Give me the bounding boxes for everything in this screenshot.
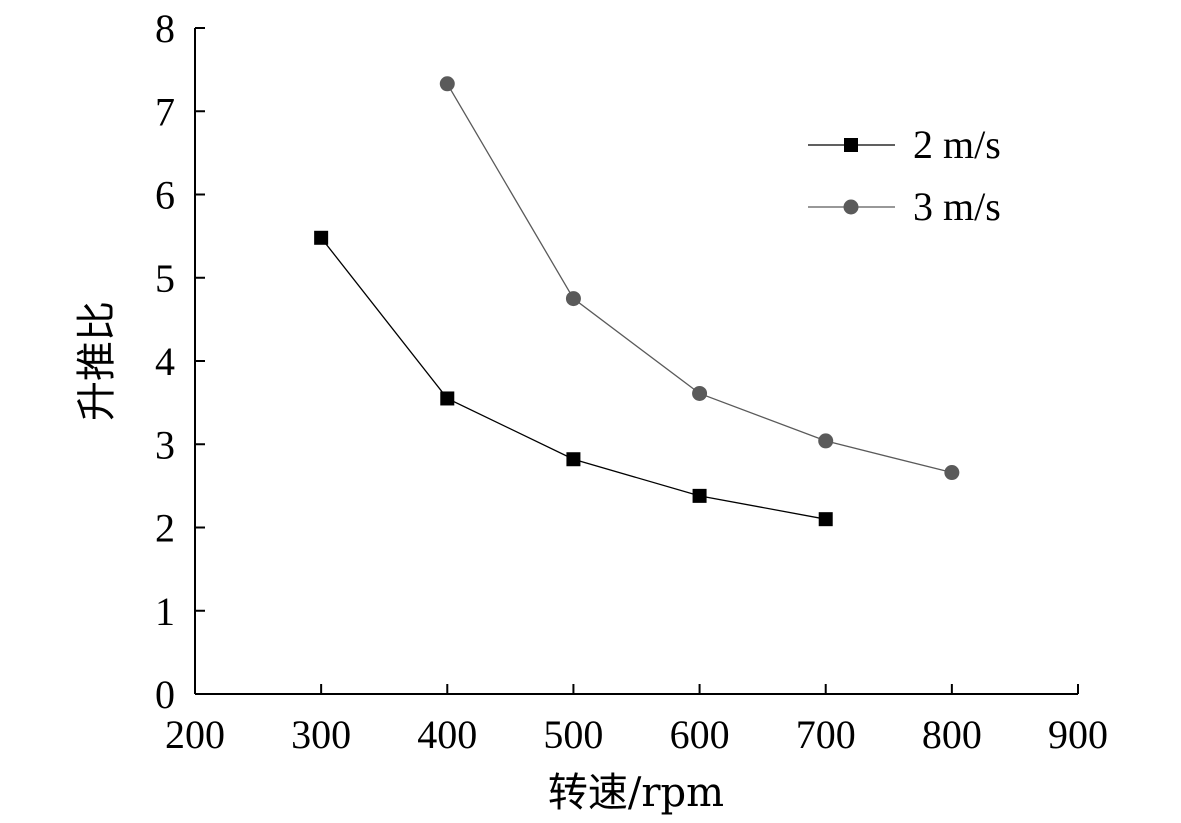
legend: 2 m/s 3 m/s xyxy=(808,122,1001,229)
y-tick-label: 2 xyxy=(155,506,175,551)
legend-marker xyxy=(844,138,858,152)
data-point xyxy=(566,452,581,467)
legend-item: 2 m/s xyxy=(808,122,1001,167)
legend-label: 3 m/s xyxy=(913,184,1001,229)
y-tick-label: 6 xyxy=(155,173,175,218)
y-tick-label: 8 xyxy=(155,6,175,51)
x-tick-label: 600 xyxy=(670,712,730,757)
data-point xyxy=(818,512,833,527)
data-point xyxy=(439,76,455,92)
data-point xyxy=(944,465,960,481)
y-tick-label: 4 xyxy=(155,339,175,384)
y-tick-label: 0 xyxy=(155,672,175,717)
data-point xyxy=(818,433,834,449)
x-tick-label: 500 xyxy=(543,712,603,757)
series-2 xyxy=(439,76,960,481)
legend-label: 2 m/s xyxy=(913,122,1001,167)
x-tick-label: 900 xyxy=(1048,712,1108,757)
x-axis-title: 转速/rpm xyxy=(548,770,724,816)
y-tick-label: 5 xyxy=(155,256,175,301)
data-point xyxy=(692,488,707,503)
x-axis-ticks: 200 300 400 500 600 700 800 900 xyxy=(165,684,1108,757)
y-axis-title: 升推比 xyxy=(74,301,120,421)
y-tick-label: 1 xyxy=(155,589,175,634)
x-tick-label: 800 xyxy=(922,712,982,757)
y-axis-ticks: 0 1 2 3 4 5 6 7 8 xyxy=(155,6,205,717)
data-point xyxy=(440,391,455,406)
x-tick-label: 200 xyxy=(165,712,225,757)
y-tick-label: 7 xyxy=(155,89,175,134)
x-tick-label: 400 xyxy=(417,712,477,757)
legend-item: 3 m/s xyxy=(808,184,1001,229)
x-tick-label: 300 xyxy=(291,712,351,757)
x-tick-label: 700 xyxy=(796,712,856,757)
series-layer xyxy=(314,76,960,527)
y-tick-label: 3 xyxy=(155,422,175,467)
legend-marker xyxy=(843,199,859,215)
data-point xyxy=(314,230,329,245)
series-line xyxy=(320,237,826,520)
series-1 xyxy=(314,230,833,527)
series-line xyxy=(446,83,953,474)
data-point xyxy=(692,385,708,401)
data-point xyxy=(565,291,581,307)
